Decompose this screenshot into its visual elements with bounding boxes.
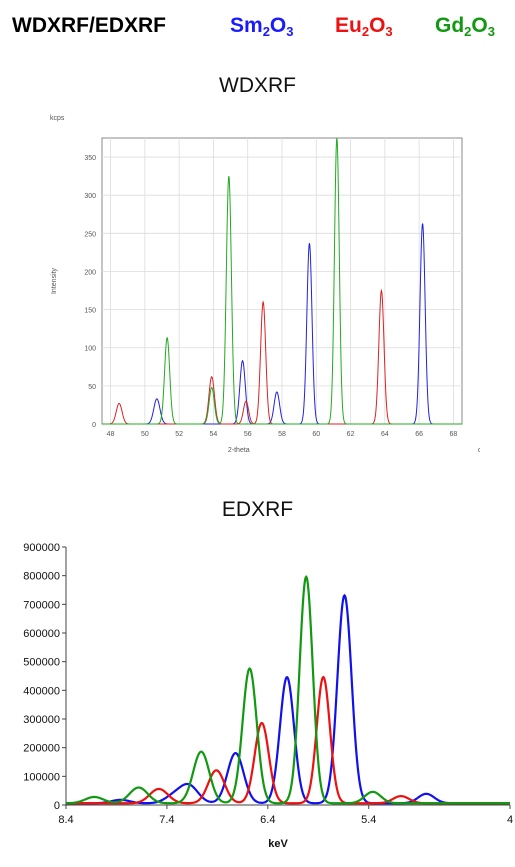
edxrf-ytick-label: 0 — [54, 800, 60, 812]
wdxrf-ytick-label: 150 — [84, 308, 96, 315]
edxrf-title: EDXRF — [221, 498, 294, 521]
wdxrf-ytick-label: 300 — [84, 193, 96, 200]
edxrf-xtick-label: 7.4 — [159, 814, 174, 826]
wdxrf-y-unit: kcps — [50, 115, 65, 122]
edxrf-ytick-label: 600000 — [23, 628, 60, 640]
legend-sm2o3: Sm2O3 — [230, 14, 294, 39]
wdxrf-ytick-label: 250 — [84, 231, 96, 238]
wdxrf-xtick-label: 64 — [381, 431, 389, 438]
wdxrf-x-axis-label: 2-theta — [228, 447, 250, 454]
wdxrf-xtick-label: 60 — [312, 431, 320, 438]
edxrf-ytick-label: 500000 — [23, 657, 60, 669]
legend-gd2o3: Gd2O3 — [435, 14, 495, 39]
edxrf-xtick-label: 8.4 — [58, 814, 73, 826]
wdxrf-xtick-label: 48 — [107, 431, 115, 438]
wdxrf-ytick-label: 350 — [84, 155, 96, 162]
edxrf-ytick-label: 800000 — [23, 571, 60, 583]
edxrf-series-line-0 — [66, 593, 510, 805]
wdxrf-xtick-label: 68 — [450, 431, 458, 438]
wdxrf-xtick-label: 56 — [244, 431, 252, 438]
wdxrf-title: WDXRF — [219, 74, 296, 97]
edxrf-ytick-label: 900000 — [23, 542, 60, 554]
header: WDXRF/EDXRF Sm2O3 Eu2O3 Gd2O3 — [0, 0, 515, 52]
header-title: WDXRF/EDXRF — [12, 14, 166, 37]
edxrf-xtick-label: 5.4 — [361, 814, 376, 826]
wdxrf-ytick-label: 50 — [88, 384, 96, 391]
wdxrf-ytick-label: 0 — [92, 422, 96, 429]
wdxrf-x-unit: deg — [478, 447, 480, 454]
wdxrf-xtick-label: 52 — [175, 431, 183, 438]
edxrf-series-line-2 — [65, 574, 510, 805]
edxrf-x-axis-label: keV — [268, 838, 288, 850]
wdxrf-y-axis-label: Intensity — [51, 267, 58, 294]
wdxrf-xtick-label: 54 — [210, 431, 218, 438]
edxrf-ytick-label: 100000 — [23, 771, 60, 783]
edxrf-xtick-label: 4 — [507, 814, 513, 826]
wdxrf-ytick-label: 200 — [84, 269, 96, 276]
edxrf-ytick-label: 300000 — [23, 714, 60, 726]
legend-eu2o3: Eu2O3 — [335, 14, 393, 39]
edxrf-series-line-1 — [66, 675, 510, 805]
wdxrf-xtick-label: 62 — [347, 431, 355, 438]
wdxrf-ytick-label: 100 — [84, 346, 96, 353]
edxrf-chart: 0 100000 200000 300000 400000 500000 600000 700… — [23, 542, 513, 850]
edxrf-xtick-label: 6.4 — [260, 814, 275, 826]
wdxrf-xtick-label: 50 — [141, 431, 149, 438]
edxrf-ytick-label: 400000 — [23, 685, 60, 697]
wdxrf-xtick-label: 66 — [415, 431, 423, 438]
wdxrf-xtick-label: 58 — [278, 431, 286, 438]
edxrf-ytick-label: 200000 — [23, 743, 60, 755]
wdxrf-series-line-2 — [102, 137, 462, 425]
edxrf-ytick-label: 700000 — [23, 599, 60, 611]
wdxrf-chart: 0 50 100 150 200 250 300 350 48 50 52 54 56 58 60 62 64 6… — [50, 115, 480, 454]
